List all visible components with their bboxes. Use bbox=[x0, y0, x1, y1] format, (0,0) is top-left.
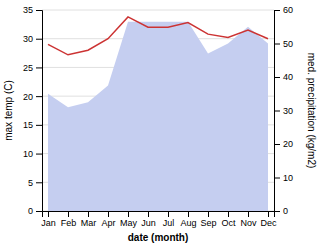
tick: 25 bbox=[23, 63, 42, 73]
tick: 10 bbox=[23, 149, 42, 159]
x-axis-title: date (month) bbox=[128, 232, 189, 243]
tick-label: May bbox=[120, 218, 138, 228]
tick: 10 bbox=[274, 173, 293, 183]
tick-mark bbox=[168, 211, 169, 217]
tick: 30 bbox=[274, 106, 293, 116]
tick-label: 40 bbox=[283, 72, 293, 82]
tick-mark bbox=[274, 211, 280, 212]
tick-mark bbox=[68, 211, 69, 217]
tick: Mar bbox=[81, 211, 97, 228]
tick-label: Jul bbox=[163, 218, 175, 228]
tick-label: Nov bbox=[240, 218, 257, 228]
tick-mark bbox=[274, 178, 280, 179]
tick: 30 bbox=[23, 34, 42, 44]
tick-mark bbox=[36, 96, 42, 97]
tick-label: Jun bbox=[141, 218, 156, 228]
tick-label: 15 bbox=[23, 120, 33, 130]
tick-label: 30 bbox=[23, 34, 33, 44]
axis-line bbox=[36, 11, 43, 212]
tick: Oct bbox=[221, 211, 236, 228]
tick-label: 0 bbox=[283, 206, 288, 216]
tick-mark bbox=[248, 211, 249, 217]
tick: Feb bbox=[61, 211, 77, 228]
tick-label: 60 bbox=[283, 5, 293, 15]
tick: Jun bbox=[141, 211, 156, 228]
tick-mark bbox=[274, 144, 280, 145]
tick-mark bbox=[36, 154, 42, 155]
tick: 50 bbox=[274, 39, 293, 49]
tick-mark bbox=[48, 211, 49, 217]
tick-mark bbox=[36, 125, 42, 126]
tick: 0 bbox=[274, 206, 288, 216]
tick-mark bbox=[274, 77, 280, 78]
tick-mark bbox=[208, 211, 209, 217]
tick-mark bbox=[36, 67, 42, 68]
tick: Dec bbox=[260, 211, 277, 228]
tick-label: Feb bbox=[61, 218, 77, 228]
tick: 20 bbox=[274, 139, 293, 149]
tick-mark bbox=[274, 111, 280, 112]
tick: Jul bbox=[163, 211, 175, 228]
tick: 60 bbox=[274, 5, 293, 15]
tick-label: 30 bbox=[283, 106, 293, 116]
tick-label: Oct bbox=[221, 218, 236, 228]
plot: Jan Feb Mar Apr MayJun Jul Aug Sep Oct NovDec 0 5 10… bbox=[3, 5, 317, 243]
y-axis: 0 5 10 15 20 25 30 35 bbox=[23, 5, 43, 216]
tick-label: Sep bbox=[200, 218, 216, 228]
tick-label: 5 bbox=[28, 178, 33, 188]
area bbox=[48, 22, 268, 211]
tick-mark bbox=[268, 211, 269, 217]
tick-label: Jan bbox=[41, 218, 56, 228]
tick-mark bbox=[148, 211, 149, 217]
tick: Jan bbox=[41, 211, 56, 228]
tick-label: 10 bbox=[23, 149, 33, 159]
tick: Apr bbox=[101, 211, 115, 228]
tick: Aug bbox=[180, 211, 196, 228]
tick-mark bbox=[36, 182, 42, 183]
tick-mark bbox=[128, 211, 129, 217]
tick-label: Dec bbox=[260, 218, 277, 228]
tick-label: 10 bbox=[283, 173, 293, 183]
tick-mark bbox=[36, 10, 42, 11]
tick-label: 25 bbox=[23, 63, 33, 73]
tick-mark bbox=[36, 211, 42, 212]
tick-label: 35 bbox=[23, 5, 33, 15]
tick: Nov bbox=[240, 211, 257, 228]
marks bbox=[48, 17, 268, 211]
grid bbox=[42, 10, 274, 211]
tick-label: Apr bbox=[101, 218, 115, 228]
x-axis: Jan Feb Mar Apr MayJun Jul Aug Sep Oct NovDec bbox=[41, 211, 277, 228]
tick: 40 bbox=[274, 72, 293, 82]
tick-mark bbox=[274, 44, 280, 45]
tick-mark bbox=[274, 10, 280, 11]
tick-label: 20 bbox=[23, 92, 33, 102]
tick-label: 0 bbox=[28, 206, 33, 216]
y2-axis-title: med. precipitation (kg/m2) bbox=[306, 53, 317, 169]
line bbox=[48, 17, 268, 55]
tick-label: Mar bbox=[81, 218, 97, 228]
tick: 35 bbox=[23, 5, 42, 15]
grid-line bbox=[42, 10, 274, 11]
tick-mark bbox=[188, 211, 189, 217]
tick-label: Aug bbox=[180, 218, 196, 228]
tick: 5 bbox=[28, 178, 42, 188]
chart: Jan Feb Mar Apr MayJun Jul Aug Sep Oct NovDec 0 5 10… bbox=[0, 0, 318, 247]
y-axis-title: max temp (C) bbox=[3, 80, 14, 141]
y2-axis: 0 10 20 30 40 50 60 bbox=[274, 5, 293, 216]
axis-line bbox=[275, 11, 281, 212]
tick-mark bbox=[108, 211, 109, 217]
tick-mark bbox=[88, 211, 89, 217]
tick: May bbox=[120, 211, 138, 228]
tick-mark bbox=[36, 39, 42, 40]
axis-line bbox=[43, 212, 275, 218]
tick-mark bbox=[228, 211, 229, 217]
tick: 0 bbox=[28, 206, 42, 216]
tick-label: 50 bbox=[283, 39, 293, 49]
tick-label: 20 bbox=[283, 139, 293, 149]
tick: Sep bbox=[200, 211, 216, 228]
tick: 20 bbox=[23, 92, 42, 102]
tick: 15 bbox=[23, 120, 42, 130]
